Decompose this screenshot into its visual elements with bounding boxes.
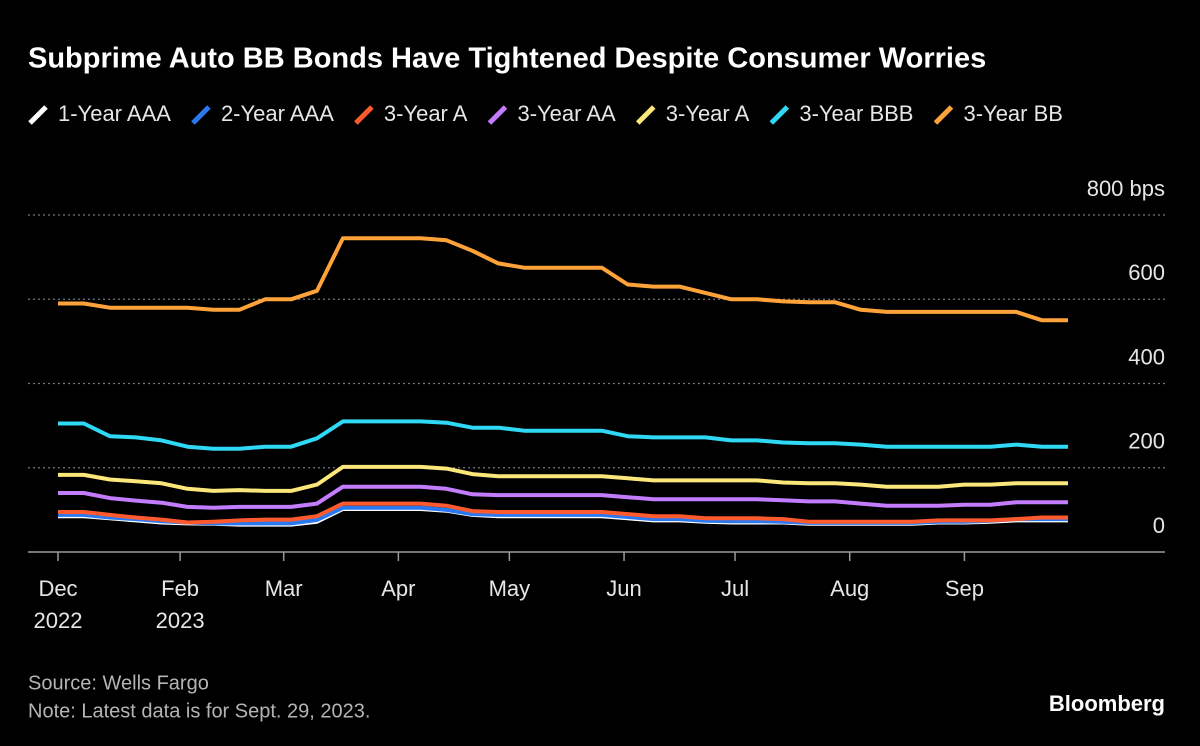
x-tick-label: Feb 2023: [156, 576, 205, 633]
x-tick-label: Dec 2022: [34, 576, 83, 633]
legend-entry: 3-Year A: [635, 101, 750, 126]
legend-marker: [635, 105, 656, 125]
legend-label: 2-Year AAA: [221, 101, 334, 126]
x-tick-label: May: [489, 576, 531, 601]
series-line: [58, 419, 1068, 451]
legend-marker: [28, 105, 48, 125]
legend-label: 3-Year BBB: [799, 101, 913, 126]
legend-entry: 3-Year BBB: [769, 101, 913, 126]
legend-entry: 3-Year A: [354, 101, 468, 126]
series-line: [58, 501, 1068, 525]
legend-marker: [354, 105, 374, 125]
note: Note: Latest data is for Sept. 29, 2023.: [28, 700, 370, 722]
y-tick-label: 200: [1128, 429, 1165, 454]
legend-marker: [487, 105, 508, 125]
x-tick-label: Jul: [721, 576, 749, 601]
x-tick-label: Sep: [945, 576, 984, 601]
series-line: [58, 484, 1068, 510]
legend-label: 3-Year BB: [963, 101, 1062, 126]
legend-marker: [191, 105, 211, 125]
legend-marker: [933, 105, 954, 125]
legend-entry: 2-Year AAA: [191, 101, 334, 126]
x-tick-label: Apr: [381, 576, 415, 601]
series-line: [58, 464, 1068, 493]
y-tick-label: 800 bps: [1087, 176, 1165, 201]
series-line: [58, 236, 1068, 323]
y-tick-label: 400: [1128, 344, 1165, 369]
chart-title: Subprime Auto BB Bonds Have Tightened De…: [28, 43, 986, 75]
source: Source: Wells Fargo: [28, 672, 209, 694]
legend-entry: 3-Year AA: [487, 101, 616, 126]
y-tick-label: 0: [1153, 513, 1165, 538]
brand: Bloomberg: [1049, 691, 1165, 716]
legend-label: 3-Year A: [384, 101, 468, 126]
legend-label: 1-Year AAA: [58, 101, 171, 126]
y-tick-label: 600: [1128, 260, 1165, 285]
legend-entry: 1-Year AAA: [28, 101, 171, 126]
x-tick-label: Jun: [606, 576, 641, 601]
legend-marker: [769, 105, 790, 125]
legend-label: 3-Year AA: [517, 101, 616, 126]
x-tick-label: Aug: [830, 576, 869, 601]
legend-entry: 3-Year BB: [933, 101, 1063, 126]
legend-label: 3-Year A: [666, 101, 750, 126]
x-tick-label: Mar: [265, 576, 303, 601]
